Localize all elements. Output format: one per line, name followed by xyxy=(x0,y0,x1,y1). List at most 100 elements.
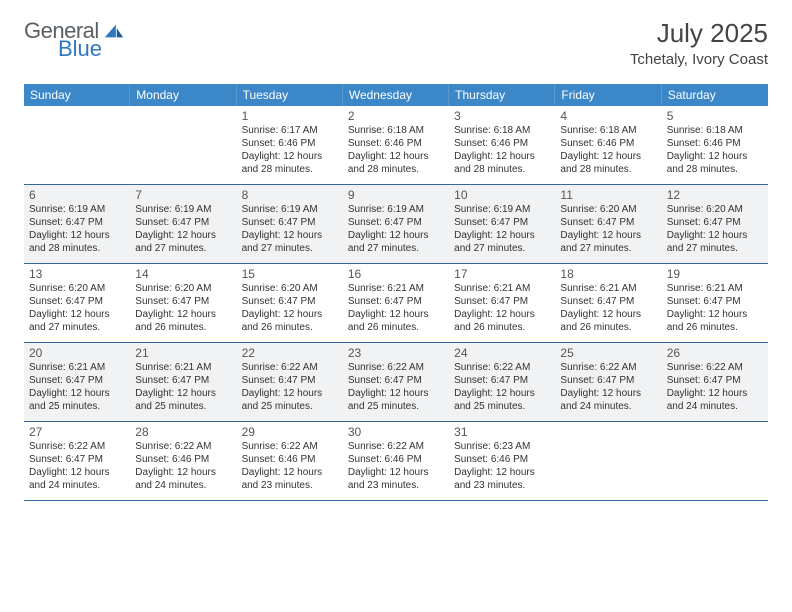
day-number: 29 xyxy=(242,425,338,440)
day-number: 22 xyxy=(242,346,338,361)
sunrise-line: Sunrise: 6:21 AM xyxy=(348,283,444,296)
day-cell: 10Sunrise: 6:19 AMSunset: 6:47 PMDayligh… xyxy=(449,185,555,263)
sunset-line: Sunset: 6:47 PM xyxy=(135,296,231,309)
day-cell-empty xyxy=(662,422,768,500)
sunset-line: Sunset: 6:47 PM xyxy=(560,375,656,388)
daylight-line: Daylight: 12 hours and 23 minutes. xyxy=(454,467,550,493)
day-number: 3 xyxy=(454,109,550,124)
day-cell: 6Sunrise: 6:19 AMSunset: 6:47 PMDaylight… xyxy=(24,185,130,263)
sunrise-line: Sunrise: 6:22 AM xyxy=(29,441,125,454)
sunrise-line: Sunrise: 6:20 AM xyxy=(29,283,125,296)
weekday-header: Thursday xyxy=(449,84,555,106)
day-number: 28 xyxy=(135,425,231,440)
sunset-line: Sunset: 6:47 PM xyxy=(348,375,444,388)
day-number: 16 xyxy=(348,267,444,282)
day-cell-empty xyxy=(24,106,130,184)
sunset-line: Sunset: 6:47 PM xyxy=(667,296,763,309)
day-cell: 19Sunrise: 6:21 AMSunset: 6:47 PMDayligh… xyxy=(662,264,768,342)
sunset-line: Sunset: 6:46 PM xyxy=(667,138,763,151)
sunset-line: Sunset: 6:46 PM xyxy=(242,454,338,467)
daylight-line: Daylight: 12 hours and 25 minutes. xyxy=(242,388,338,414)
weekday-header: Tuesday xyxy=(237,84,343,106)
sunset-line: Sunset: 6:46 PM xyxy=(348,454,444,467)
day-number: 23 xyxy=(348,346,444,361)
day-cell-empty xyxy=(555,422,661,500)
header: General July 2025 Tchetaly, Ivory Coast xyxy=(24,18,768,68)
logo-text-blue: Blue xyxy=(58,36,118,62)
day-number: 14 xyxy=(135,267,231,282)
daylight-line: Daylight: 12 hours and 25 minutes. xyxy=(29,388,125,414)
sunset-line: Sunset: 6:47 PM xyxy=(242,217,338,230)
sunrise-line: Sunrise: 6:18 AM xyxy=(454,125,550,138)
sunrise-line: Sunrise: 6:21 AM xyxy=(560,283,656,296)
sunrise-line: Sunrise: 6:18 AM xyxy=(667,125,763,138)
day-number: 30 xyxy=(348,425,444,440)
day-number: 18 xyxy=(560,267,656,282)
day-cell: 26Sunrise: 6:22 AMSunset: 6:47 PMDayligh… xyxy=(662,343,768,421)
daylight-line: Daylight: 12 hours and 23 minutes. xyxy=(348,467,444,493)
day-number: 12 xyxy=(667,188,763,203)
daylight-line: Daylight: 12 hours and 28 minutes. xyxy=(29,230,125,256)
day-cell: 29Sunrise: 6:22 AMSunset: 6:46 PMDayligh… xyxy=(237,422,343,500)
day-number: 20 xyxy=(29,346,125,361)
daylight-line: Daylight: 12 hours and 27 minutes. xyxy=(135,230,231,256)
sunrise-line: Sunrise: 6:20 AM xyxy=(560,204,656,217)
daylight-line: Daylight: 12 hours and 26 minutes. xyxy=(667,309,763,335)
sunset-line: Sunset: 6:47 PM xyxy=(242,375,338,388)
day-cell-empty xyxy=(130,106,236,184)
daylight-line: Daylight: 12 hours and 24 minutes. xyxy=(29,467,125,493)
sunrise-line: Sunrise: 6:19 AM xyxy=(242,204,338,217)
daylight-line: Daylight: 12 hours and 27 minutes. xyxy=(560,230,656,256)
day-cell: 31Sunrise: 6:23 AMSunset: 6:46 PMDayligh… xyxy=(449,422,555,500)
day-cell: 27Sunrise: 6:22 AMSunset: 6:47 PMDayligh… xyxy=(24,422,130,500)
day-cell: 28Sunrise: 6:22 AMSunset: 6:46 PMDayligh… xyxy=(130,422,236,500)
sunset-line: Sunset: 6:47 PM xyxy=(135,375,231,388)
sunrise-line: Sunrise: 6:18 AM xyxy=(348,125,444,138)
day-cell: 7Sunrise: 6:19 AMSunset: 6:47 PMDaylight… xyxy=(130,185,236,263)
weekday-header: Sunday xyxy=(24,84,130,106)
calendar: SundayMondayTuesdayWednesdayThursdayFrid… xyxy=(24,84,768,501)
day-cell: 25Sunrise: 6:22 AMSunset: 6:47 PMDayligh… xyxy=(555,343,661,421)
sunrise-line: Sunrise: 6:21 AM xyxy=(29,362,125,375)
sunrise-line: Sunrise: 6:20 AM xyxy=(242,283,338,296)
week-row: 6Sunrise: 6:19 AMSunset: 6:47 PMDaylight… xyxy=(24,185,768,264)
day-cell: 16Sunrise: 6:21 AMSunset: 6:47 PMDayligh… xyxy=(343,264,449,342)
day-number: 5 xyxy=(667,109,763,124)
day-cell: 9Sunrise: 6:19 AMSunset: 6:47 PMDaylight… xyxy=(343,185,449,263)
sunset-line: Sunset: 6:47 PM xyxy=(560,296,656,309)
day-number: 6 xyxy=(29,188,125,203)
daylight-line: Daylight: 12 hours and 28 minutes. xyxy=(667,151,763,177)
week-row: 13Sunrise: 6:20 AMSunset: 6:47 PMDayligh… xyxy=(24,264,768,343)
daylight-line: Daylight: 12 hours and 28 minutes. xyxy=(560,151,656,177)
day-number: 17 xyxy=(454,267,550,282)
day-number: 31 xyxy=(454,425,550,440)
day-number: 15 xyxy=(242,267,338,282)
daylight-line: Daylight: 12 hours and 27 minutes. xyxy=(29,309,125,335)
day-number: 21 xyxy=(135,346,231,361)
sunset-line: Sunset: 6:47 PM xyxy=(29,375,125,388)
daylight-line: Daylight: 12 hours and 24 minutes. xyxy=(135,467,231,493)
day-number: 4 xyxy=(560,109,656,124)
daylight-line: Daylight: 12 hours and 27 minutes. xyxy=(348,230,444,256)
day-cell: 8Sunrise: 6:19 AMSunset: 6:47 PMDaylight… xyxy=(237,185,343,263)
sunrise-line: Sunrise: 6:22 AM xyxy=(242,362,338,375)
day-number: 26 xyxy=(667,346,763,361)
day-cell: 30Sunrise: 6:22 AMSunset: 6:46 PMDayligh… xyxy=(343,422,449,500)
weekday-header: Monday xyxy=(130,84,236,106)
day-cell: 22Sunrise: 6:22 AMSunset: 6:47 PMDayligh… xyxy=(237,343,343,421)
sunrise-line: Sunrise: 6:19 AM xyxy=(454,204,550,217)
sunset-line: Sunset: 6:47 PM xyxy=(29,454,125,467)
day-cell: 1Sunrise: 6:17 AMSunset: 6:46 PMDaylight… xyxy=(237,106,343,184)
day-number: 27 xyxy=(29,425,125,440)
day-cell: 21Sunrise: 6:21 AMSunset: 6:47 PMDayligh… xyxy=(130,343,236,421)
sunrise-line: Sunrise: 6:21 AM xyxy=(454,283,550,296)
sunset-line: Sunset: 6:47 PM xyxy=(348,217,444,230)
sunset-line: Sunset: 6:47 PM xyxy=(667,375,763,388)
daylight-line: Daylight: 12 hours and 26 minutes. xyxy=(454,309,550,335)
title-block: July 2025 Tchetaly, Ivory Coast xyxy=(630,18,768,68)
day-number: 25 xyxy=(560,346,656,361)
daylight-line: Daylight: 12 hours and 25 minutes. xyxy=(135,388,231,414)
day-cell: 18Sunrise: 6:21 AMSunset: 6:47 PMDayligh… xyxy=(555,264,661,342)
daylight-line: Daylight: 12 hours and 23 minutes. xyxy=(242,467,338,493)
sunset-line: Sunset: 6:47 PM xyxy=(242,296,338,309)
